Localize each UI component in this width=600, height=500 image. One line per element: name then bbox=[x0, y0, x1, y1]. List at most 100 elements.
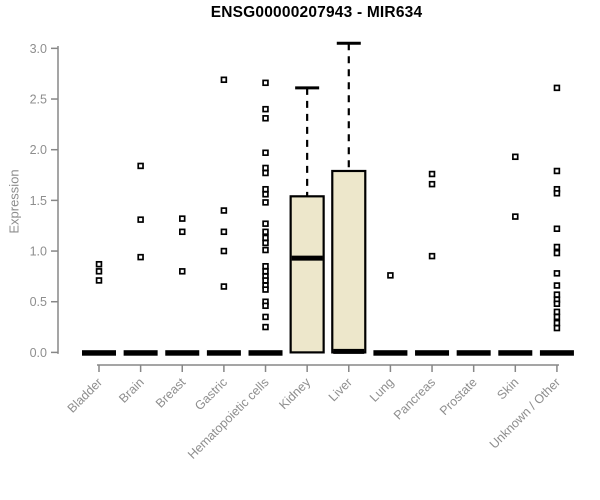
box-group-breast bbox=[165, 215, 200, 356]
outlier-point bbox=[553, 291, 561, 298]
x-tick-label-gastric: Gastric bbox=[192, 375, 230, 413]
outlier-point bbox=[220, 247, 228, 255]
outlier-point bbox=[553, 313, 561, 321]
outlier-point bbox=[262, 302, 269, 310]
collapsed-box-median bbox=[248, 350, 283, 356]
y-tick-label-0.0: 0.0 bbox=[30, 346, 47, 360]
outlier-point bbox=[553, 308, 561, 316]
x-tick-label-lung: Lung bbox=[367, 375, 397, 405]
outlier-point bbox=[262, 286, 269, 293]
outlier-point bbox=[553, 225, 561, 233]
outlier-point bbox=[428, 252, 436, 260]
outlier-point bbox=[137, 216, 144, 223]
outlier-point bbox=[262, 149, 269, 156]
outlier-point bbox=[262, 277, 269, 284]
collapsed-box-median bbox=[539, 350, 574, 356]
outlier-point bbox=[553, 324, 561, 332]
x-tick-label-breast: Breast bbox=[153, 375, 189, 411]
box-group-kidney bbox=[289, 86, 325, 354]
box-group-unknown-other bbox=[539, 84, 574, 356]
outlier-point bbox=[95, 268, 103, 275]
outlier-point bbox=[137, 162, 144, 170]
box-group-hematopoietic-cells bbox=[248, 79, 283, 356]
box-group-pancreas bbox=[415, 170, 450, 356]
outlier-point bbox=[220, 207, 228, 214]
x-tick-label-liver: Liver bbox=[326, 375, 355, 404]
outlier-point bbox=[553, 167, 561, 175]
y-tick-label-1.5: 1.5 bbox=[30, 194, 47, 208]
collapsed-box-median bbox=[206, 350, 241, 356]
x-tick-label-skin: Skin bbox=[494, 375, 521, 402]
outlier-point bbox=[262, 220, 269, 227]
outlier-point bbox=[262, 191, 269, 198]
box-group-bladder bbox=[82, 260, 116, 356]
outlier-point bbox=[95, 277, 103, 284]
x-tick-label-brain: Brain bbox=[116, 375, 147, 406]
outlier-point bbox=[553, 270, 561, 277]
collapsed-box-median bbox=[456, 350, 491, 356]
outlier-point bbox=[553, 84, 561, 92]
box-body bbox=[331, 169, 367, 354]
outlier-point bbox=[262, 323, 269, 331]
outlier-point bbox=[262, 263, 269, 270]
box-group-skin bbox=[498, 153, 533, 356]
outlier-point bbox=[553, 249, 561, 257]
median-line bbox=[291, 255, 323, 261]
x-tick-label-prostate: Prostate bbox=[437, 375, 480, 418]
outlier-point bbox=[220, 76, 228, 84]
outlier-point bbox=[553, 319, 561, 327]
outlier-point bbox=[262, 239, 269, 247]
outlier-point bbox=[553, 300, 561, 308]
collapsed-box-median bbox=[165, 350, 200, 356]
outlier-point bbox=[220, 228, 228, 236]
outlier-point bbox=[428, 180, 436, 188]
outlier-point bbox=[179, 215, 186, 222]
x-tick-label-bladder: Bladder bbox=[65, 375, 105, 415]
outlier-point bbox=[262, 268, 269, 275]
collapsed-box-median bbox=[373, 350, 408, 356]
box-group-brain bbox=[123, 162, 158, 356]
outlier-point bbox=[262, 234, 269, 242]
y-tick-label-2.0: 2.0 bbox=[30, 143, 47, 157]
outlier-point bbox=[387, 272, 394, 279]
x-tick-label-kidney: Kidney bbox=[276, 375, 313, 412]
collapsed-box-median bbox=[123, 350, 158, 356]
outlier-point bbox=[553, 243, 561, 251]
outlier-point bbox=[553, 190, 561, 197]
outlier-point bbox=[262, 313, 269, 321]
x-tick-label-unknown-other: Unknown / Other bbox=[487, 375, 563, 451]
box-group-gastric bbox=[206, 76, 241, 356]
box-group-prostate bbox=[456, 350, 491, 356]
outlier-point bbox=[553, 282, 561, 289]
y-tick-label-1.0: 1.0 bbox=[30, 245, 47, 259]
box-body bbox=[289, 195, 325, 354]
chart-title: ENSG00000207943 - MIR634 bbox=[210, 4, 423, 21]
median-line bbox=[333, 348, 365, 354]
outlier-point bbox=[512, 213, 519, 220]
collapsed-box-median bbox=[82, 350, 116, 356]
outlier-point bbox=[262, 185, 269, 193]
box-group-lung bbox=[373, 272, 408, 356]
outlier-point bbox=[262, 79, 269, 87]
outlier-point bbox=[262, 115, 269, 122]
outlier-point bbox=[179, 268, 186, 275]
outlier-point bbox=[220, 283, 228, 290]
y-tick-label-0.5: 0.5 bbox=[30, 295, 47, 309]
box-group-liver bbox=[331, 41, 367, 354]
collapsed-box-median bbox=[498, 350, 533, 356]
x-tick-label-hematopoietic-cells: Hematopoietic cells bbox=[185, 375, 272, 462]
outlier-point bbox=[428, 170, 436, 178]
y-tick-label-2.5: 2.5 bbox=[30, 93, 47, 107]
y-axis: 0.0 0.5 1.0 1.5 2.0 2.5 3.0 bbox=[30, 42, 59, 360]
outlier-point bbox=[137, 253, 144, 261]
y-tick-label-3.0: 3.0 bbox=[30, 42, 47, 56]
outlier-point bbox=[179, 228, 186, 236]
x-tick-label-pancreas: Pancreas bbox=[391, 375, 438, 422]
outlier-point bbox=[262, 246, 269, 254]
outlier-point bbox=[512, 153, 519, 161]
outlier-point bbox=[262, 169, 269, 177]
outlier-point bbox=[262, 228, 269, 236]
